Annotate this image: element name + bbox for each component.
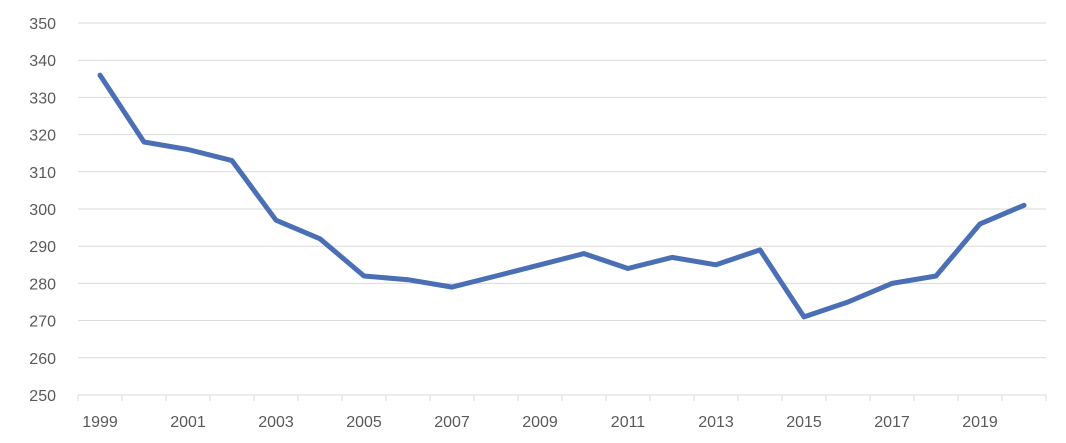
x-tick-label: 2007 xyxy=(434,414,470,431)
y-tick-label: 270 xyxy=(29,314,56,331)
y-tick-label: 330 xyxy=(29,90,56,107)
y-tick-label: 280 xyxy=(29,276,56,293)
y-tick-label: 350 xyxy=(29,16,56,33)
y-tick-label: 250 xyxy=(29,388,56,405)
y-tick-label: 300 xyxy=(29,202,56,219)
y-tick-label: 320 xyxy=(29,128,56,145)
x-tick-label: 2013 xyxy=(698,414,734,431)
x-tick-label: 2001 xyxy=(170,414,206,431)
x-tick-label: 1999 xyxy=(82,414,118,431)
x-tick-label: 2011 xyxy=(611,414,646,431)
y-tick-label: 260 xyxy=(29,351,56,368)
x-tick-label: 2005 xyxy=(346,414,382,431)
x-tick-label: 2003 xyxy=(258,414,294,431)
x-tick-label: 2019 xyxy=(962,414,998,431)
y-tick-label: 310 xyxy=(29,165,56,182)
y-axis: 250 260 270 280 290 300 310 320 330 340 350 xyxy=(29,16,56,405)
x-tick-label: 2015 xyxy=(786,414,822,431)
x-axis: 1999 2001 2003 2005 2007 2009 2011 2013 2015 2017… xyxy=(77,395,1047,431)
x-tick-label: 2017 xyxy=(874,414,910,431)
series-group xyxy=(97,72,1027,320)
series-line xyxy=(97,72,1027,320)
x-tick-label: 2009 xyxy=(522,414,558,431)
y-tick-label: 290 xyxy=(29,239,56,256)
y-tick-label: 340 xyxy=(29,53,56,70)
gridlines xyxy=(78,22,1046,396)
